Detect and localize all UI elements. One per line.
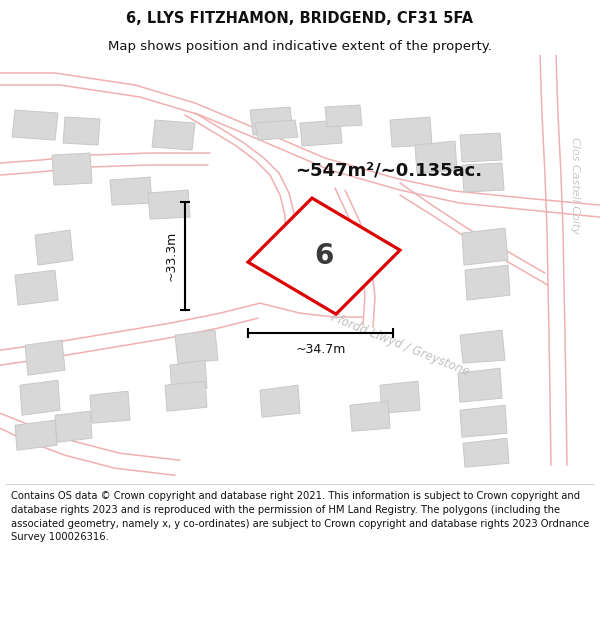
Polygon shape	[110, 177, 152, 205]
Polygon shape	[458, 368, 502, 402]
Polygon shape	[15, 420, 57, 450]
Polygon shape	[255, 120, 298, 140]
Text: Clos Castell Coity: Clos Castell Coity	[570, 137, 580, 234]
Polygon shape	[325, 105, 362, 127]
Polygon shape	[35, 230, 73, 265]
Polygon shape	[415, 141, 457, 173]
Polygon shape	[90, 391, 130, 423]
Polygon shape	[465, 265, 510, 300]
Text: ~33.3m: ~33.3m	[164, 231, 178, 281]
Polygon shape	[152, 120, 195, 150]
Polygon shape	[460, 133, 502, 162]
Polygon shape	[25, 340, 65, 375]
Polygon shape	[55, 411, 92, 442]
Polygon shape	[300, 120, 342, 146]
Text: 6: 6	[314, 242, 334, 270]
Text: Map shows position and indicative extent of the property.: Map shows position and indicative extent…	[108, 39, 492, 52]
Polygon shape	[460, 405, 507, 437]
Polygon shape	[148, 190, 190, 219]
Polygon shape	[460, 330, 505, 363]
Polygon shape	[380, 381, 420, 413]
Text: 6, LLYS FITZHAMON, BRIDGEND, CF31 5FA: 6, LLYS FITZHAMON, BRIDGEND, CF31 5FA	[127, 11, 473, 26]
Polygon shape	[15, 270, 58, 305]
Polygon shape	[260, 385, 300, 418]
Text: Ffordd Llwyd / Greystone: Ffordd Llwyd / Greystone	[329, 311, 471, 379]
Polygon shape	[250, 107, 293, 135]
Polygon shape	[390, 117, 432, 147]
Text: ~34.7m: ~34.7m	[295, 342, 346, 356]
Polygon shape	[462, 228, 508, 265]
Polygon shape	[63, 117, 100, 145]
Polygon shape	[165, 381, 207, 411]
Polygon shape	[52, 153, 92, 185]
Polygon shape	[463, 438, 509, 468]
Polygon shape	[350, 401, 390, 431]
Text: ~547m²/~0.135ac.: ~547m²/~0.135ac.	[295, 161, 482, 179]
Polygon shape	[175, 330, 218, 363]
Polygon shape	[20, 380, 60, 415]
Text: Contains OS data © Crown copyright and database right 2021. This information is : Contains OS data © Crown copyright and d…	[11, 491, 589, 542]
Polygon shape	[170, 360, 207, 392]
Polygon shape	[462, 163, 504, 192]
Polygon shape	[12, 110, 58, 140]
Polygon shape	[248, 198, 400, 314]
